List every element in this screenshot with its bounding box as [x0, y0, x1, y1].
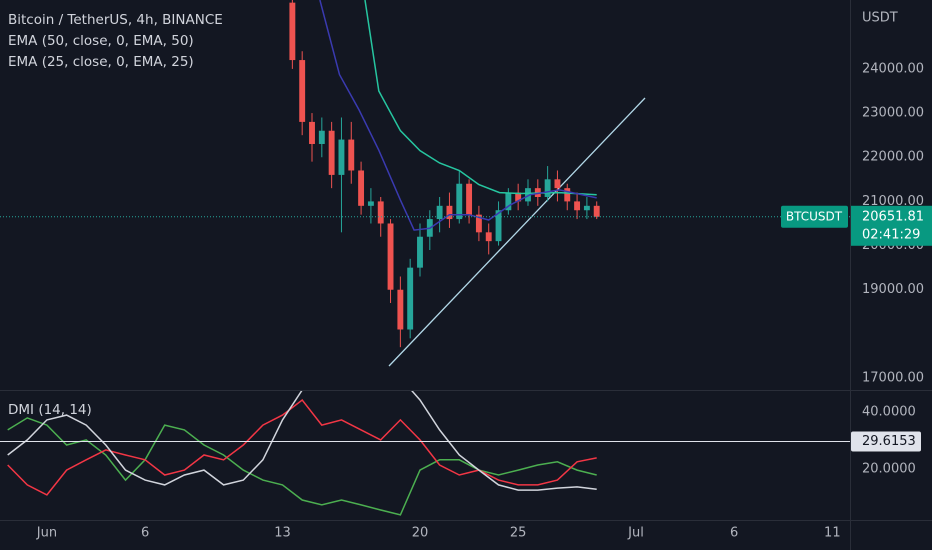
- chart-title: Bitcoin / TetherUS, 4h, BINANCE: [8, 12, 223, 28]
- symbol-tag-bg: [781, 205, 848, 228]
- legend-entry: EMA (25, close, 0, EMA, 25): [8, 54, 194, 70]
- line-series: [364, 0, 597, 196]
- candle-body: [358, 170, 365, 206]
- x-tick-label: Jul: [627, 526, 644, 541]
- candle-body: [397, 289, 404, 330]
- line-series: [319, 0, 597, 231]
- candle-body: [407, 267, 414, 330]
- candle-body: [495, 210, 502, 242]
- price-tag: 20651.81: [862, 209, 924, 224]
- x-tick-label: 6: [730, 526, 738, 541]
- y-tick-label: 40.0000: [862, 404, 916, 419]
- line-series: [7, 417, 597, 516]
- countdown: 02:41:29: [862, 227, 920, 242]
- line-series: [7, 391, 597, 491]
- x-tick-label: 11: [824, 526, 841, 541]
- candle-body: [456, 183, 463, 220]
- candle-body: [515, 192, 522, 202]
- level-tag-bg: [851, 431, 921, 452]
- candle-body: [436, 205, 443, 220]
- y-tick-label: 23000.00: [862, 106, 924, 121]
- y-tick-label: 21000.00: [862, 194, 924, 209]
- symbol-tag: BTCUSDT: [786, 209, 843, 223]
- candle-body: [593, 205, 600, 217]
- candle-body: [485, 232, 492, 242]
- candle-body: [328, 130, 335, 175]
- candle-body: [583, 205, 590, 211]
- line-series: [7, 398, 597, 496]
- candle-body: [564, 188, 571, 202]
- candle-body: [318, 130, 325, 144]
- candle-body: [348, 139, 355, 171]
- candle-body: [299, 60, 306, 122]
- dmi-pane: [7, 391, 597, 516]
- price-tag-bg: [851, 205, 932, 246]
- price-unit: USDT: [862, 11, 898, 26]
- candle-body: [446, 205, 453, 220]
- y-tick-label: 19000.00: [862, 282, 924, 297]
- x-tick-label: 25: [510, 526, 527, 541]
- candle-body: [377, 201, 384, 224]
- trend-line: [388, 97, 646, 367]
- indicator-title: DMI (14, 14): [8, 402, 92, 418]
- candle-body: [475, 214, 482, 233]
- price-pane: [0, 0, 850, 348]
- y-tick-label: 24000.00: [862, 61, 924, 76]
- candle-body: [367, 201, 374, 206]
- x-tick-label: 6: [141, 526, 149, 541]
- legend-entry: EMA (50, close, 0, EMA, 50): [8, 33, 194, 49]
- candle-body: [574, 201, 581, 211]
- axes: 17000.0019000.0020000.0021000.0022000.00…: [0, 61, 932, 541]
- candle-body: [505, 192, 512, 211]
- level-tag: 29.6153: [862, 434, 916, 449]
- candle-body: [525, 188, 531, 202]
- x-tick-label: 13: [274, 526, 291, 541]
- x-tick-label: Jun: [36, 526, 57, 541]
- candle-body: [554, 179, 561, 189]
- candle-body: [544, 179, 551, 197]
- candle-body: [309, 121, 315, 144]
- x-tick-label: 20: [412, 526, 429, 541]
- candle-body: [417, 236, 423, 268]
- candle-body: [338, 139, 345, 175]
- y-tick-label: 22000.00: [862, 150, 924, 165]
- y-tick-label: 17000.00: [862, 371, 924, 386]
- y-tick-label: 20.0000: [862, 461, 916, 476]
- candle-body: [466, 183, 473, 215]
- candle-body: [387, 223, 394, 290]
- candle-body: [289, 2, 296, 61]
